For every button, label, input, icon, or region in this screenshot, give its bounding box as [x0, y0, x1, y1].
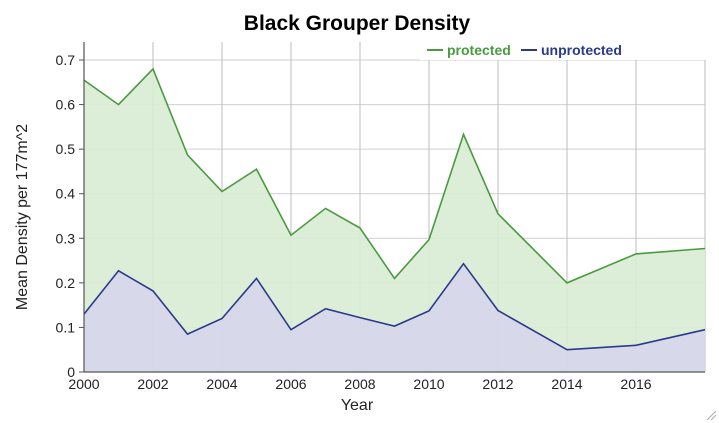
y-tick-label: 0.1: [56, 319, 76, 335]
x-axis-label: Year: [341, 397, 374, 414]
line-protected[interactable]: [83, 67, 706, 284]
x-tick-label: 2012: [482, 376, 513, 392]
y-axis-label: Mean Density per 177m^2: [14, 124, 31, 310]
x-tick-label: 2004: [206, 376, 237, 392]
y-tick-label: 0.5: [56, 141, 76, 157]
y-tick-label: 0: [67, 364, 75, 380]
x-tick-label: 2006: [275, 376, 306, 392]
area-unprotected: [84, 263, 705, 372]
legend[interactable]: protected unprotected: [420, 40, 705, 60]
axes: [83, 42, 705, 373]
legend-label-unprotected[interactable]: unprotected: [541, 42, 622, 58]
resize-grip-icon[interactable]: [705, 409, 717, 421]
legend-background: [420, 40, 705, 60]
y-tick-label: 0.4: [56, 186, 76, 202]
chart-title: Black Grouper Density: [244, 12, 471, 35]
x-tick-label: 2000: [68, 376, 99, 392]
y-tick-label: 0.7: [56, 52, 76, 68]
x-tick-label: 2008: [344, 376, 375, 392]
x-tick-label: 2010: [413, 376, 444, 392]
legend-label-protected[interactable]: protected: [447, 42, 511, 58]
plot-areas: [83, 67, 706, 373]
x-tick-label: 2002: [137, 376, 168, 392]
area-protected: [84, 68, 705, 373]
y-tick-label: 0.2: [56, 275, 76, 291]
line-unprotected[interactable]: [83, 262, 706, 351]
y-tick-label: 0.3: [56, 230, 76, 246]
x-tick-label: 2014: [551, 376, 582, 392]
x-tick-label: 2016: [620, 376, 651, 392]
tick-labels: 0 0.1 0.2 0.3 0.4 0.5 0.6 0.7 2000 2002 2004 2006 20…: [56, 52, 652, 392]
y-tick-label: 0.6: [56, 97, 76, 113]
